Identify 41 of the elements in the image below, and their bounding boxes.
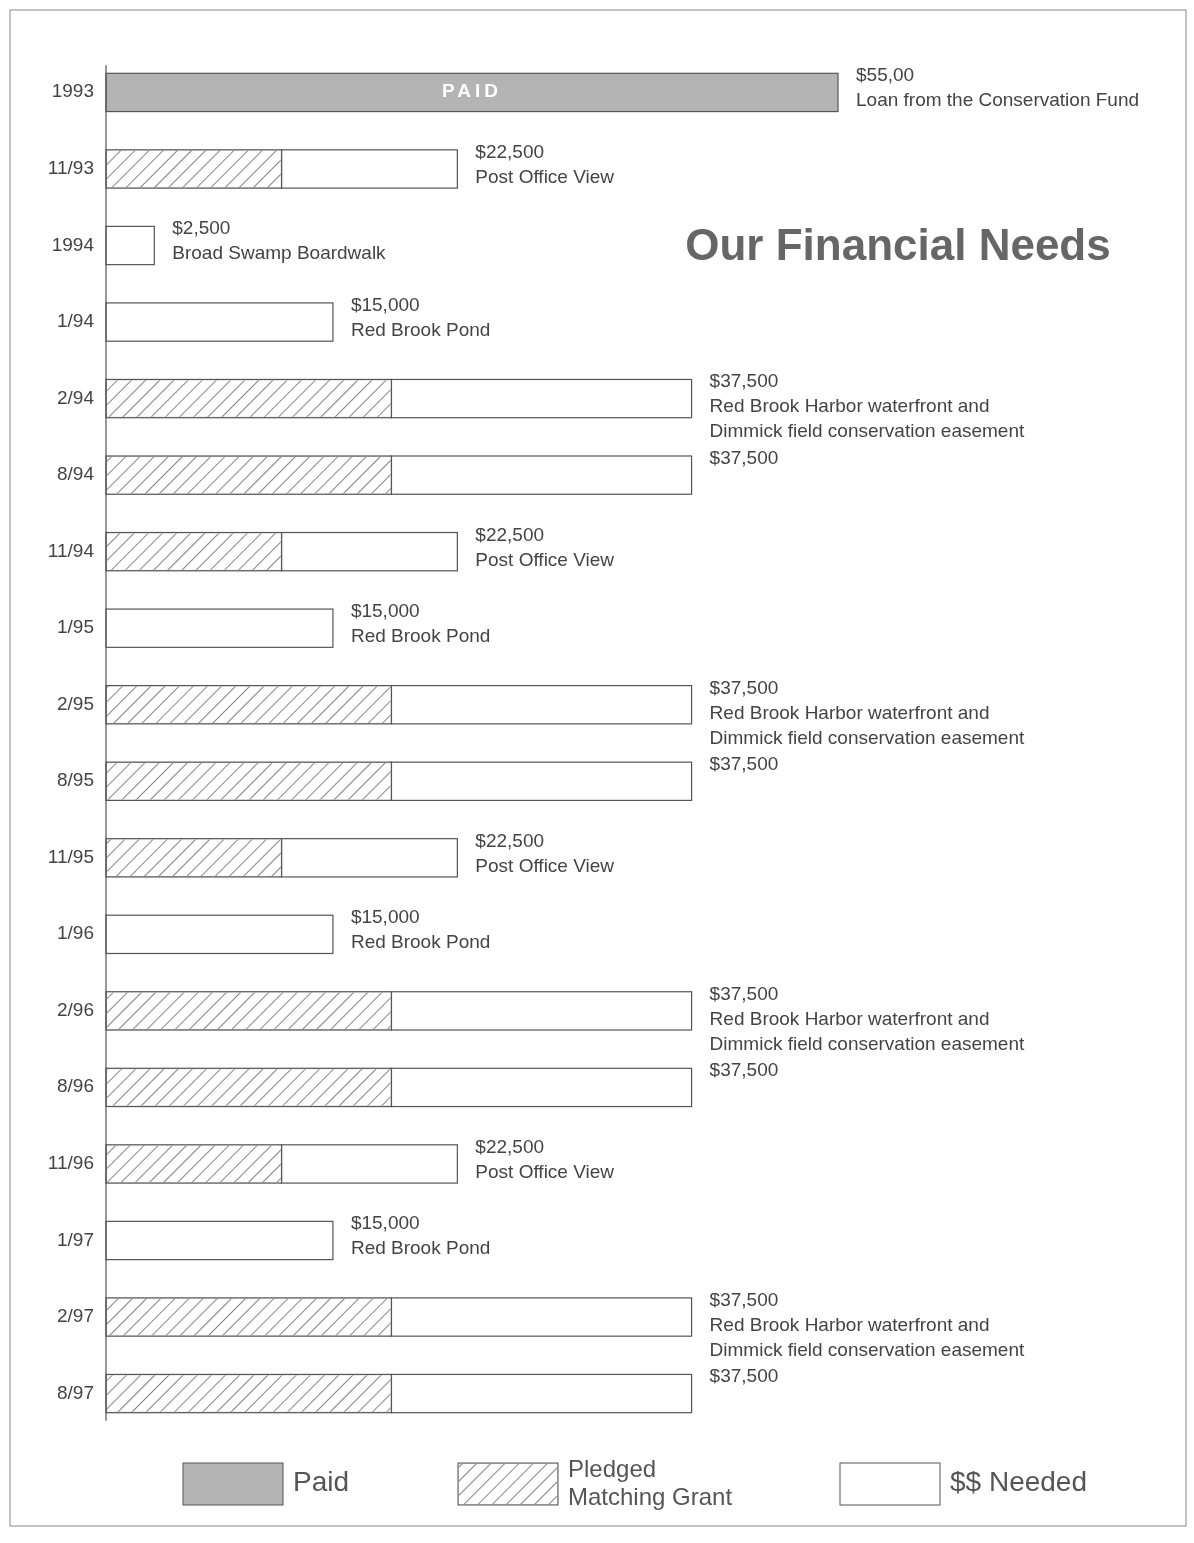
y-tick-label: 1993 bbox=[51, 80, 94, 102]
annotation: $22,500 Post Office View bbox=[475, 829, 615, 876]
annotation: $22,500 Post Office View bbox=[475, 1135, 615, 1182]
y-tick-label: 2/97 bbox=[57, 1305, 94, 1327]
y-tick-label: 11/95 bbox=[47, 845, 94, 867]
annotation: $2,500 Broad Swamp Boardwalk bbox=[172, 217, 387, 264]
annotation: $15,000 Red Brook Pond bbox=[350, 293, 491, 340]
legend-label: Pledged Matching Grant bbox=[568, 1455, 733, 1511]
y-tick-label: 2/95 bbox=[57, 692, 94, 714]
annotation: $37,500 bbox=[709, 1365, 779, 1387]
annotation: $37,500 bbox=[709, 446, 779, 468]
y-tick-label: 2/94 bbox=[57, 386, 95, 408]
y-tick-label: 8/94 bbox=[57, 463, 95, 485]
y-tick-label: 1/95 bbox=[57, 616, 94, 638]
annotation: $37,500 Red Brook Harbor waterfront and Dimmick field conservation easement bbox=[709, 676, 1025, 748]
annotation: $15,000 Red Brook Pond bbox=[350, 600, 491, 647]
annotation: $37,500 bbox=[709, 1059, 779, 1081]
text: Our Financial Needs bbox=[685, 219, 1111, 269]
annotation: PAID bbox=[442, 80, 502, 102]
text: $55,00 Loan from the Conservation Fund bbox=[856, 64, 1140, 111]
y-tick-label: 8/97 bbox=[57, 1381, 94, 1403]
y-tick-label: 8/95 bbox=[57, 769, 94, 791]
y-tick-label: 11/93 bbox=[47, 156, 94, 178]
y-tick-label: 1/97 bbox=[57, 1228, 94, 1250]
y-tick-label: 8/96 bbox=[57, 1075, 94, 1097]
y-tick-label: 11/94 bbox=[47, 539, 95, 561]
annotation: $22,500 Post Office View bbox=[475, 140, 615, 187]
annotation: $37,500 bbox=[709, 753, 779, 775]
y-tick-label: 1/94 bbox=[57, 310, 95, 332]
annotation: $15,000 Red Brook Pond bbox=[350, 1212, 491, 1259]
y-tick-label: 11/96 bbox=[47, 1151, 94, 1173]
y-tick-label: 1/96 bbox=[57, 922, 94, 944]
y-tick-label: 1994 bbox=[51, 233, 95, 255]
annotation: $37,500 Red Brook Harbor waterfront and Dimmick field conservation easement bbox=[709, 982, 1025, 1054]
annotation: $37,500 Red Brook Harbor waterfront and Dimmick field conservation easement bbox=[709, 370, 1025, 442]
legend-label: Paid bbox=[293, 1466, 350, 1498]
legend-label: $$ Needed bbox=[950, 1466, 1088, 1498]
annotation: $37,500 Red Brook Harbor waterfront and Dimmick field conservation easement bbox=[709, 1288, 1025, 1360]
annotation: $22,500 Post Office View bbox=[475, 523, 615, 570]
y-tick-label: 2/96 bbox=[57, 998, 94, 1020]
annotation: $15,000 Red Brook Pond bbox=[350, 906, 491, 953]
